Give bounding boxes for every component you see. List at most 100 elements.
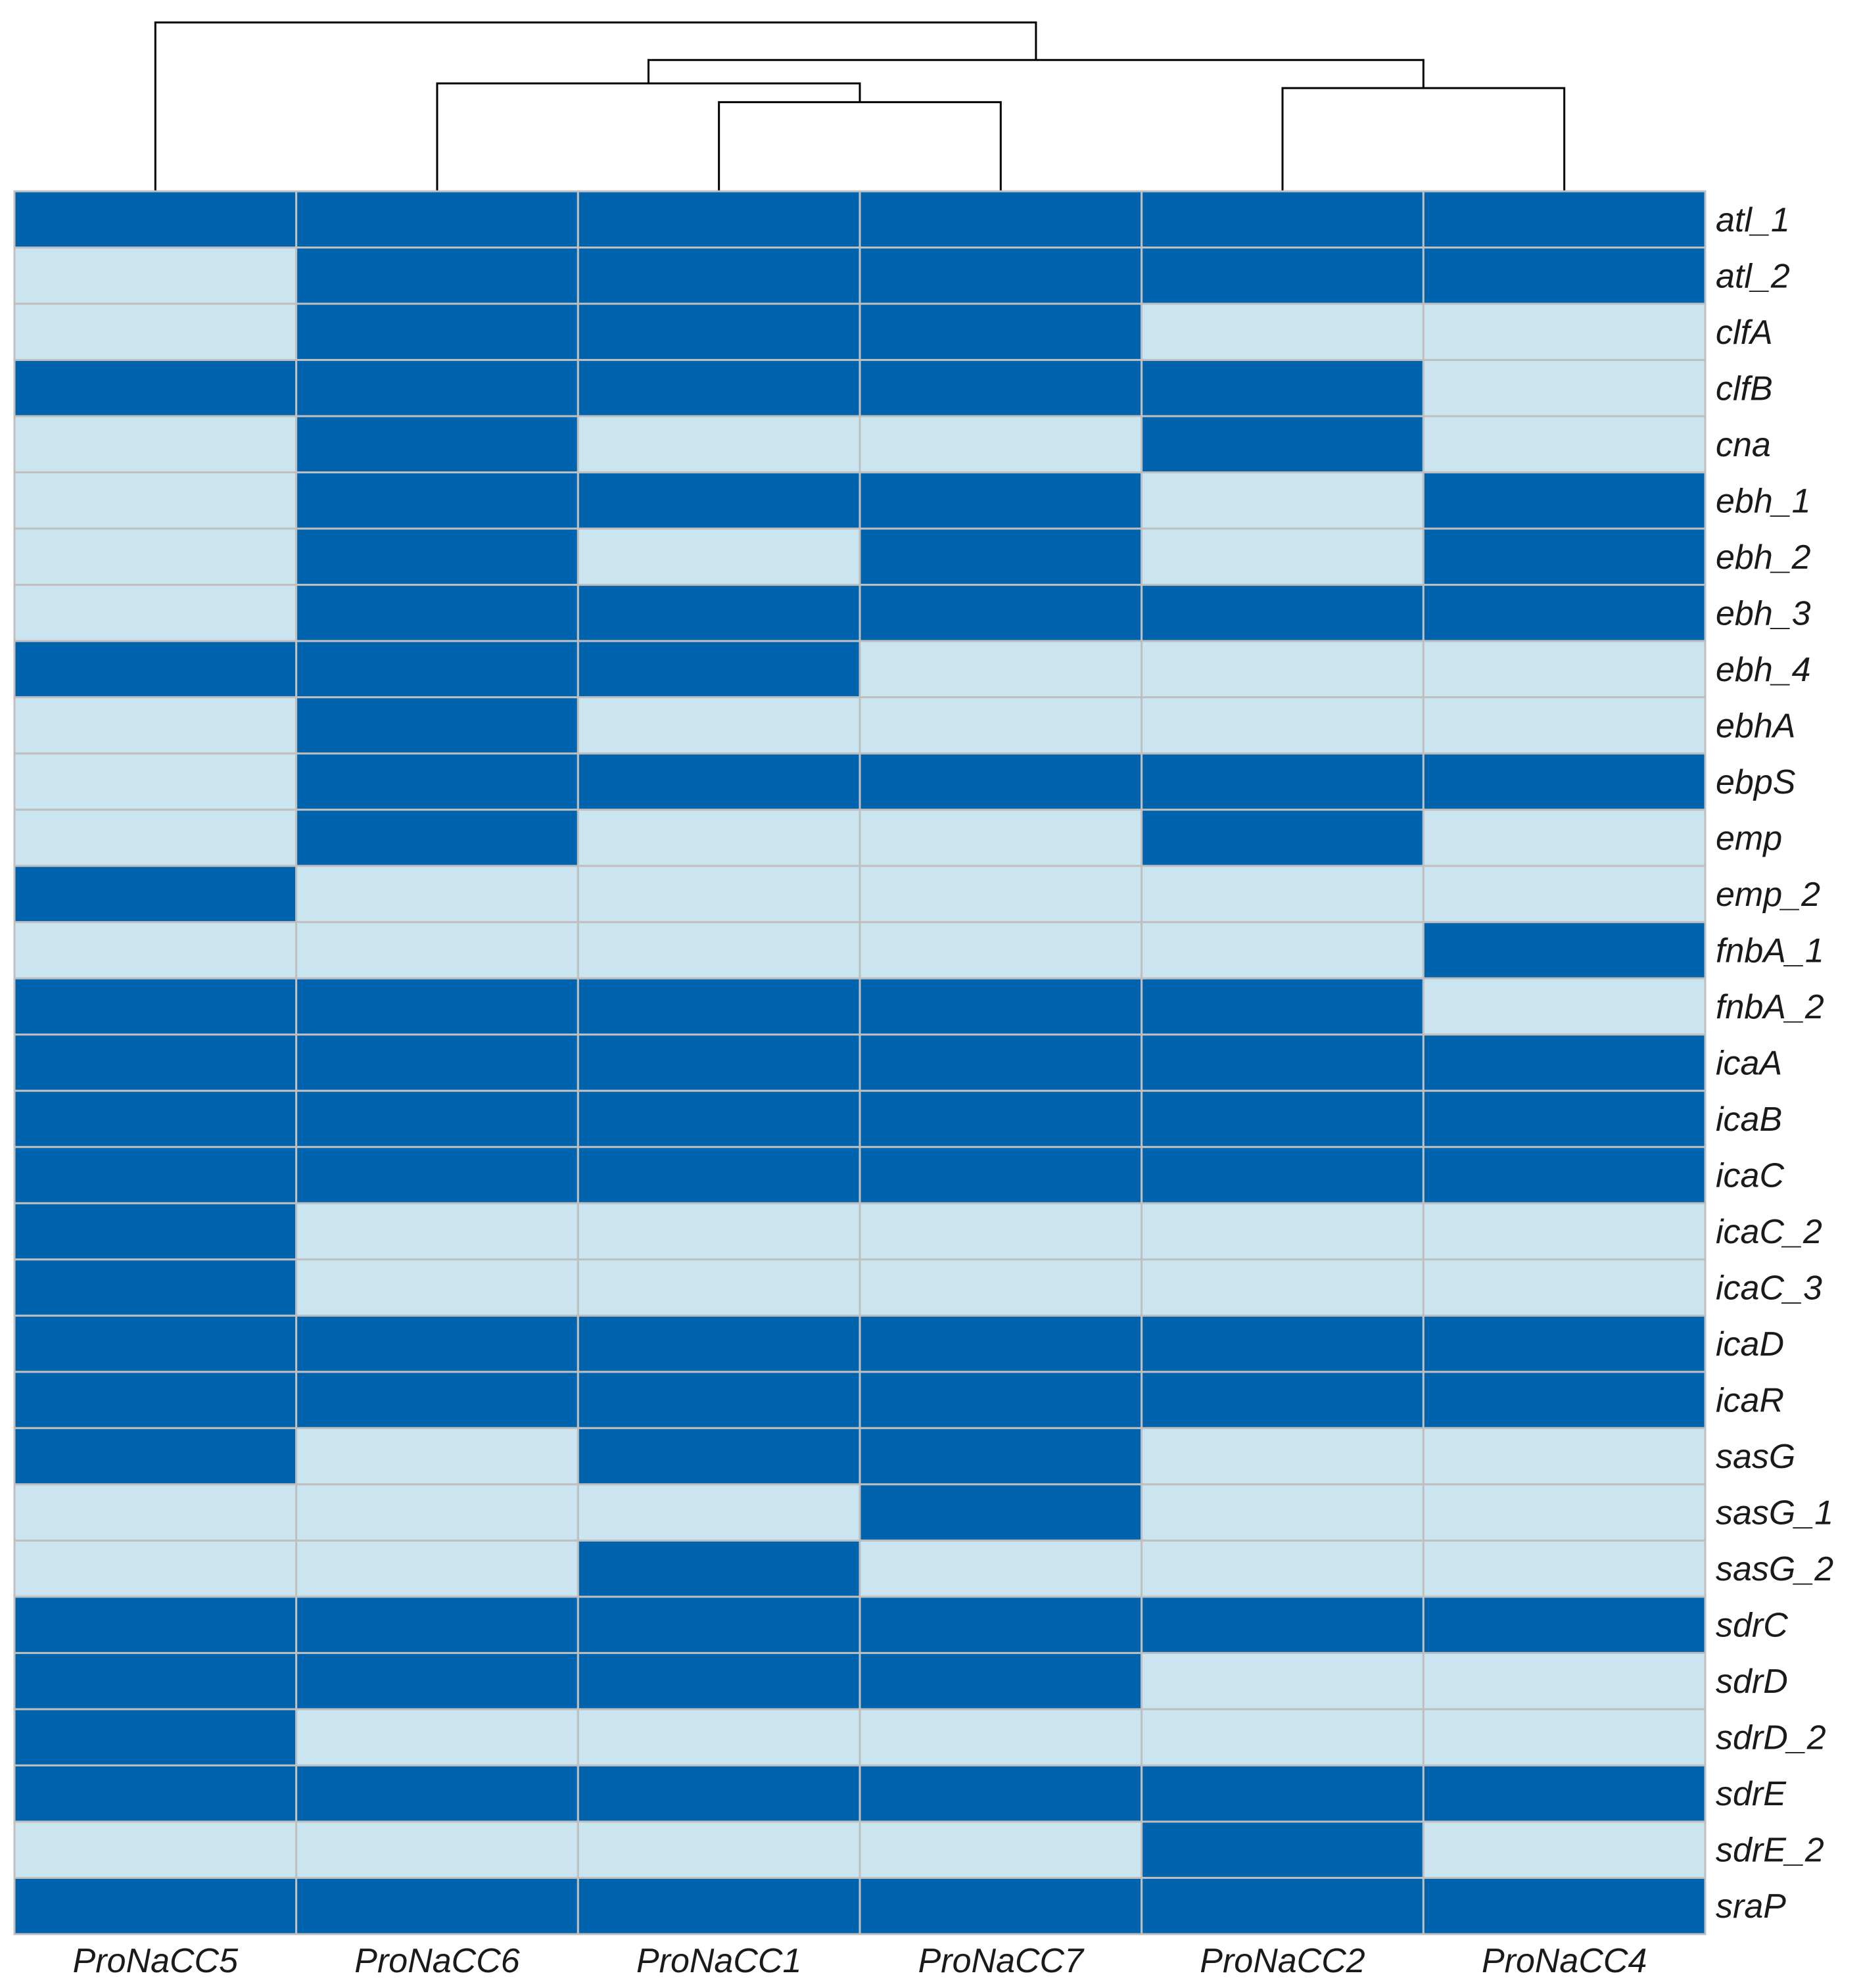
heatmap-cell <box>295 1483 579 1542</box>
heatmap-cell <box>1141 190 1425 249</box>
heatmap-cell <box>577 1371 861 1429</box>
heatmap-cell <box>295 696 579 755</box>
heatmap-cell <box>859 1202 1143 1261</box>
heatmap-cell <box>577 1764 861 1823</box>
heatmap-cell <box>1422 584 1707 642</box>
heatmap-cell <box>577 527 861 586</box>
heatmap-cell <box>577 1876 861 1935</box>
heatmap-cell <box>13 1371 298 1429</box>
heatmap-cell <box>859 247 1143 305</box>
heatmap-cell <box>295 415 579 474</box>
dendrogram-link <box>154 21 1037 191</box>
heatmap-cell <box>295 1708 579 1766</box>
heatmap-cell <box>577 752 861 811</box>
row-label: cna <box>1716 426 1771 464</box>
row-label: sdrD_2 <box>1716 1719 1826 1757</box>
heatmap-cell <box>13 977 298 1036</box>
heatmap-cell <box>13 1651 298 1711</box>
row-label: ebpS <box>1716 763 1796 801</box>
row-label: icaC_3 <box>1716 1269 1822 1308</box>
heatmap-cell <box>295 1764 579 1823</box>
heatmap-cell <box>1141 415 1425 474</box>
row-label: fnbA_1 <box>1716 932 1824 970</box>
row-label: clfB <box>1716 369 1773 408</box>
heatmap-cell <box>295 359 579 417</box>
row-label: sdrE <box>1716 1775 1787 1813</box>
heatmap-cell <box>13 864 298 924</box>
row-label: ebh_1 <box>1716 482 1811 520</box>
heatmap-cell <box>1422 247 1707 305</box>
row-label: atl_1 <box>1716 201 1790 239</box>
heatmap-cell <box>295 1820 579 1879</box>
heatmap-cell <box>1422 1202 1707 1261</box>
heatmap-cell <box>859 1483 1143 1542</box>
heatmap-cell <box>1422 696 1707 755</box>
heatmap-cell <box>859 359 1143 417</box>
heatmap-cell <box>859 190 1143 249</box>
heatmap-cell <box>859 584 1143 642</box>
column-label: ProNaCC6 <box>354 1942 519 1980</box>
heatmap-cell <box>859 527 1143 586</box>
row-label: atl_2 <box>1716 257 1790 295</box>
heatmap-cell <box>1141 471 1425 530</box>
heatmap-cell <box>859 1651 1143 1711</box>
heatmap-cell <box>577 1483 861 1542</box>
heatmap-cell <box>1422 1033 1707 1092</box>
heatmap-cell <box>1422 1596 1707 1654</box>
heatmap-cell <box>577 584 861 642</box>
heatmap-cell <box>13 1708 298 1766</box>
heatmap-cell <box>1141 247 1425 305</box>
heatmap-cell <box>13 1089 298 1148</box>
heatmap-cell <box>295 1876 579 1935</box>
heatmap-cell <box>1141 1033 1425 1092</box>
heatmap-cell <box>577 247 861 305</box>
row-label: sasG_2 <box>1716 1550 1833 1588</box>
heatmap-cell <box>577 1089 861 1148</box>
heatmap-cell <box>13 1596 298 1654</box>
heatmap-cell <box>1422 527 1707 586</box>
heatmap-cell <box>1141 1651 1425 1711</box>
heatmap-cell <box>1141 696 1425 755</box>
row-label: icaC <box>1716 1157 1784 1195</box>
heatmap-cell <box>1141 1764 1425 1823</box>
row-label: ebhA <box>1716 707 1795 745</box>
heatmap-cell <box>1422 1483 1707 1542</box>
heatmap-cell <box>1141 1483 1425 1542</box>
heatmap-cell <box>859 1764 1143 1823</box>
heatmap-cell <box>859 1033 1143 1092</box>
heatmap-cell <box>859 1089 1143 1148</box>
heatmap-cell <box>859 977 1143 1036</box>
column-labels: ProNaCC5 ProNaCC6 ProNaCC1 ProNaCC7 ProNaCC2… <box>73 1942 1647 1980</box>
heatmap-cell <box>295 1146 579 1204</box>
heatmap-cell <box>1422 302 1707 362</box>
heatmap-cell <box>295 1371 579 1429</box>
heatmap-cell <box>1422 1651 1707 1711</box>
heatmap-cell <box>13 1876 298 1935</box>
heatmap-cell <box>577 359 861 417</box>
row-label: sasG <box>1716 1438 1795 1476</box>
heatmap-cell <box>859 471 1143 530</box>
heatmap-cell <box>577 415 861 474</box>
heatmap-cell <box>13 1764 298 1823</box>
heatmap-cell <box>1422 864 1707 924</box>
row-label: sdrC <box>1716 1607 1788 1645</box>
heatmap-cell <box>13 921 298 980</box>
row-label: ebh_2 <box>1716 538 1811 577</box>
heatmap-cell <box>1141 864 1425 924</box>
heatmap-cell <box>1141 1314 1425 1373</box>
heatmap-cell <box>1422 1708 1707 1766</box>
heatmap-cell <box>295 921 579 980</box>
heatmap-cell <box>13 1483 298 1542</box>
row-label: ebh_4 <box>1716 651 1811 689</box>
heatmap-cell <box>1422 921 1707 980</box>
heatmap-cell <box>295 471 579 530</box>
heatmap-cell <box>295 1427 579 1486</box>
heatmap-cell <box>295 302 579 362</box>
heatmap-cell <box>577 190 861 249</box>
heatmap-cell <box>577 302 861 362</box>
heatmap-cell <box>577 1820 861 1879</box>
heatmap-cell <box>1422 1427 1707 1486</box>
row-label: icaC_2 <box>1716 1213 1822 1251</box>
heatmap-cell <box>859 1820 1143 1879</box>
heatmap-cell <box>1141 977 1425 1036</box>
